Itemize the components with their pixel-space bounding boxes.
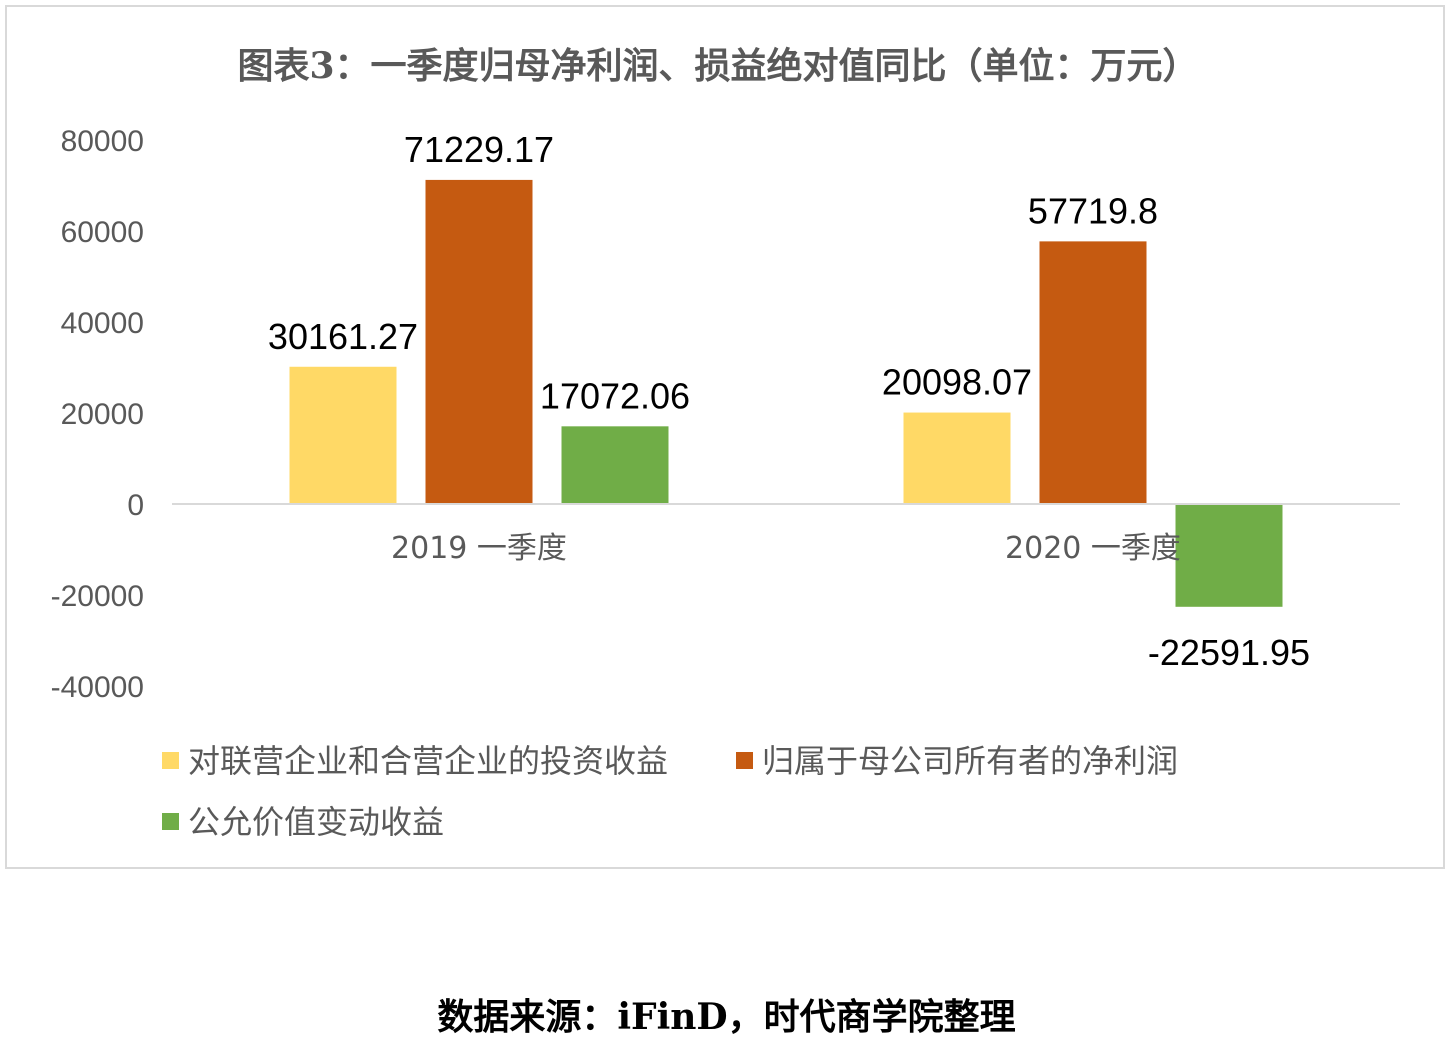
bar — [561, 426, 669, 504]
legend-swatch — [736, 752, 753, 769]
data-label: 57719.8 — [1028, 190, 1158, 231]
bar — [1175, 504, 1283, 607]
x-tick-label: 2019 一季度 — [391, 531, 567, 566]
y-tick-label: 0 — [127, 489, 144, 522]
y-tick-label: 60000 — [61, 216, 144, 249]
y-tick-label: 40000 — [61, 307, 144, 340]
data-label: 17072.06 — [540, 375, 690, 416]
legend-swatch — [162, 752, 179, 769]
chart-title: 图表3：一季度归母净利润、损益绝对值同比（单位：万元） — [237, 45, 1198, 87]
data-label: -22591.95 — [1148, 632, 1310, 673]
y-tick-label: 20000 — [61, 398, 144, 431]
x-axis: 2019 一季度 2020 一季度 — [172, 503, 1400, 566]
bar — [903, 412, 1011, 504]
chart-frame — [5, 5, 1445, 869]
legend-label: 归属于母公司所有者的净利润 — [762, 742, 1178, 780]
legend-label: 公允价值变动收益 — [188, 803, 444, 841]
legend-label: 对联营企业和合营企业的投资收益 — [188, 742, 668, 780]
y-tick-label: 80000 — [61, 125, 144, 158]
y-tick-label: -40000 — [51, 671, 144, 704]
data-label: 71229.17 — [404, 129, 554, 170]
y-tick-label: -20000 — [51, 580, 144, 613]
bar — [425, 179, 533, 504]
data-label: 30161.27 — [268, 316, 418, 357]
bar — [289, 366, 397, 504]
bar-chart: 图表3：一季度归母净利润、损益绝对值同比（单位：万元） 80000 60000 40… — [51, 45, 1400, 841]
legend-swatch — [162, 813, 179, 830]
data-label: 20098.07 — [882, 362, 1032, 403]
x-tick-label: 2020 一季度 — [1005, 531, 1181, 566]
source-note: 数据来源：iFinD，时代商学院整理 — [437, 996, 1016, 1038]
y-axis: 80000 60000 40000 20000 0 -20000 -40000 — [51, 125, 144, 704]
bar-group — [289, 179, 1283, 607]
bar — [1039, 241, 1147, 504]
data-labels: 30161.27 71229.17 17072.06 20098.07 57719.8 -… — [268, 129, 1310, 673]
